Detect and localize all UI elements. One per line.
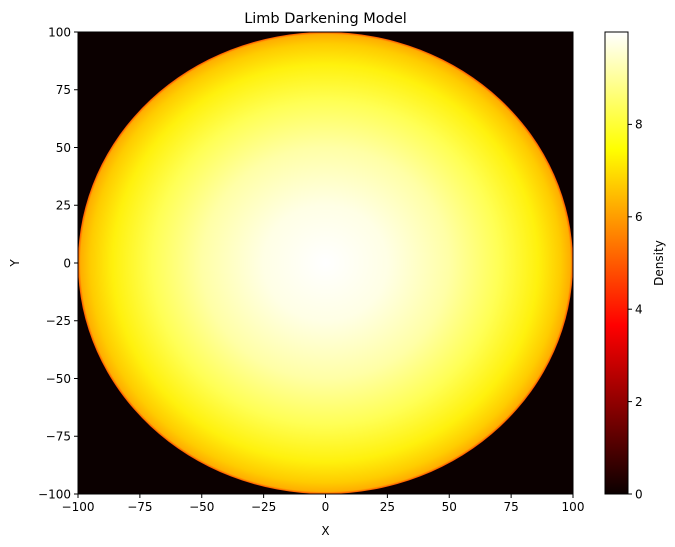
stellar-disk bbox=[78, 32, 573, 494]
chart-title: Limb Darkening Model bbox=[244, 11, 407, 27]
x-tick-label: −25 bbox=[251, 500, 276, 514]
x-tick-label: 100 bbox=[562, 500, 585, 514]
y-axis-label: Y bbox=[8, 259, 22, 268]
colorbar-label: Density bbox=[652, 240, 666, 286]
y-tick-label: −50 bbox=[46, 372, 71, 386]
y-tick-label: 25 bbox=[56, 199, 71, 213]
colorbar-tick-label: 8 bbox=[635, 118, 643, 132]
y-tick-label: −100 bbox=[38, 487, 71, 501]
y-tick-label: 75 bbox=[56, 83, 71, 97]
y-axis-ticks: −100 −75 −50 −25 0 25 50 75 100 bbox=[38, 25, 78, 501]
y-tick-label: 0 bbox=[63, 256, 71, 270]
x-tick-label: −75 bbox=[127, 500, 152, 514]
x-tick-label: 75 bbox=[503, 500, 518, 514]
y-tick-label: 50 bbox=[56, 141, 71, 155]
colorbar-ticks: 0 2 4 6 8 bbox=[628, 118, 643, 501]
y-tick-label: −75 bbox=[46, 430, 71, 444]
x-tick-label: 50 bbox=[442, 500, 457, 514]
colorbar bbox=[604, 31, 629, 495]
colorbar-tick-label: 6 bbox=[635, 210, 643, 224]
x-axis-ticks: −100 −75 −50 −25 0 25 50 75 100 bbox=[62, 494, 585, 514]
x-axis-label: X bbox=[321, 524, 329, 538]
x-tick-label: −100 bbox=[62, 500, 95, 514]
x-tick-label: −50 bbox=[189, 500, 214, 514]
colorbar-tick-label: 4 bbox=[635, 303, 643, 317]
colorbar-tick-label: 0 bbox=[635, 487, 643, 501]
y-tick-label: 100 bbox=[48, 25, 71, 39]
y-tick-label: −25 bbox=[46, 314, 71, 328]
x-tick-label: 0 bbox=[322, 500, 330, 514]
x-tick-label: 25 bbox=[380, 500, 395, 514]
colorbar-tick-label: 2 bbox=[635, 395, 643, 409]
